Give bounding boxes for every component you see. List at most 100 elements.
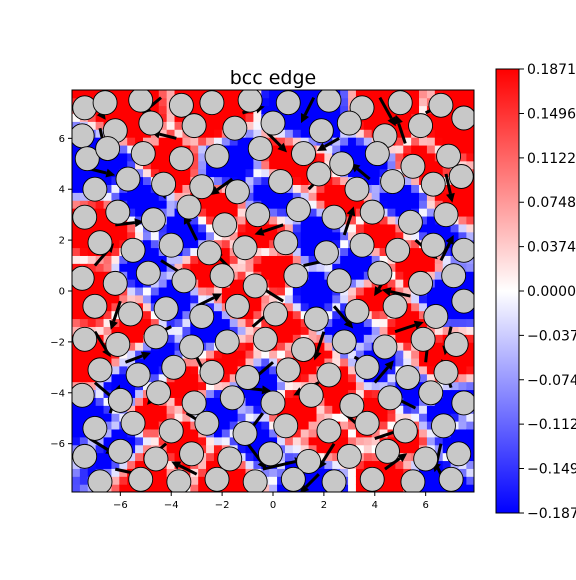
field-cell [316, 113, 325, 122]
field-cell [379, 247, 389, 256]
field-cell [277, 192, 286, 201]
field-cell [135, 342, 144, 351]
field-cell [387, 215, 396, 225]
field-cell [261, 263, 270, 272]
field-cell [221, 176, 231, 185]
field-cell [458, 144, 467, 154]
field-cell [206, 113, 215, 122]
field-cell [245, 342, 255, 351]
field-cell [174, 176, 184, 185]
y-tick-label: −2 [50, 337, 65, 348]
field-cell [355, 152, 365, 162]
field-cell [434, 271, 444, 280]
field-cell [245, 192, 255, 201]
field-cell [308, 365, 318, 375]
field-cell [206, 342, 215, 351]
field-cell [419, 105, 428, 115]
field-cell [284, 152, 294, 162]
field-cell [403, 444, 412, 454]
field-cell [119, 476, 128, 485]
field-cell [348, 436, 357, 446]
vector-shaft [159, 132, 177, 140]
field-cell [371, 294, 381, 304]
atom-marker [130, 141, 156, 167]
field-cell [316, 208, 325, 217]
field-cell [237, 160, 247, 170]
field-cell [348, 223, 357, 233]
field-cell [245, 310, 255, 320]
field-cell [395, 350, 404, 359]
field-cell [158, 137, 168, 146]
field-cell [229, 160, 239, 170]
field-cell [198, 436, 207, 446]
field-cell [221, 373, 231, 383]
field-cell [442, 90, 452, 99]
vector-arrow [266, 132, 287, 153]
field-cell [363, 436, 373, 446]
field-cell [127, 129, 136, 138]
vector-head [109, 319, 118, 330]
field-cell [198, 90, 207, 99]
field-cell [411, 231, 420, 241]
field-cell [79, 294, 89, 304]
field-cell [174, 436, 184, 446]
atom-marker [176, 194, 202, 220]
vector-arrow [300, 96, 316, 124]
field-cell [450, 436, 460, 446]
field-cell [237, 152, 247, 162]
field-cell [277, 223, 286, 233]
field-cell [363, 192, 373, 201]
field-cell [229, 263, 239, 272]
field-cell [221, 428, 231, 438]
field-cell [284, 436, 294, 446]
atom-marker [367, 260, 393, 286]
field-cell [292, 381, 302, 391]
field-cell [206, 381, 215, 391]
vector-shaft [439, 242, 451, 262]
field-cell [324, 302, 333, 312]
field-cell [308, 208, 318, 217]
atom-marker [125, 362, 151, 388]
field-cell [111, 113, 120, 122]
field-cell [95, 452, 105, 462]
field-cell [127, 405, 136, 414]
field-cell [95, 200, 105, 209]
atom-marker [308, 118, 334, 144]
field-cell [395, 271, 404, 280]
field-cell [198, 476, 207, 485]
field-cell [442, 326, 452, 335]
field-cell [411, 90, 420, 99]
field-cell [458, 200, 467, 209]
field-cell [221, 239, 231, 249]
field-cell [277, 342, 286, 351]
field-cell [371, 373, 381, 383]
field-cell [450, 90, 460, 99]
field-cell [127, 357, 136, 367]
atom-marker [74, 146, 100, 172]
field-cell [158, 350, 168, 359]
field-cell [111, 263, 120, 272]
field-cell [442, 231, 452, 241]
atom-marker [321, 469, 347, 492]
field-cell [142, 176, 152, 185]
field-cell [166, 208, 176, 217]
y-tick-label: −6 [50, 439, 65, 450]
field-cell [292, 436, 302, 446]
field-cell [371, 405, 381, 414]
field-cell [198, 381, 207, 391]
vector-head [394, 114, 403, 125]
field-cell [166, 113, 176, 122]
field-cell [269, 476, 278, 485]
field-cell [450, 318, 460, 327]
field-cell [142, 428, 152, 438]
field-cell [166, 255, 176, 264]
field-cell [324, 342, 333, 351]
vector-head [381, 287, 392, 297]
field-cell [127, 215, 136, 225]
field-cell [142, 318, 152, 327]
atom-marker [242, 469, 268, 492]
field-cell [261, 223, 270, 233]
field-cell [355, 350, 365, 359]
field-cell [277, 129, 286, 138]
field-cell [371, 90, 381, 99]
